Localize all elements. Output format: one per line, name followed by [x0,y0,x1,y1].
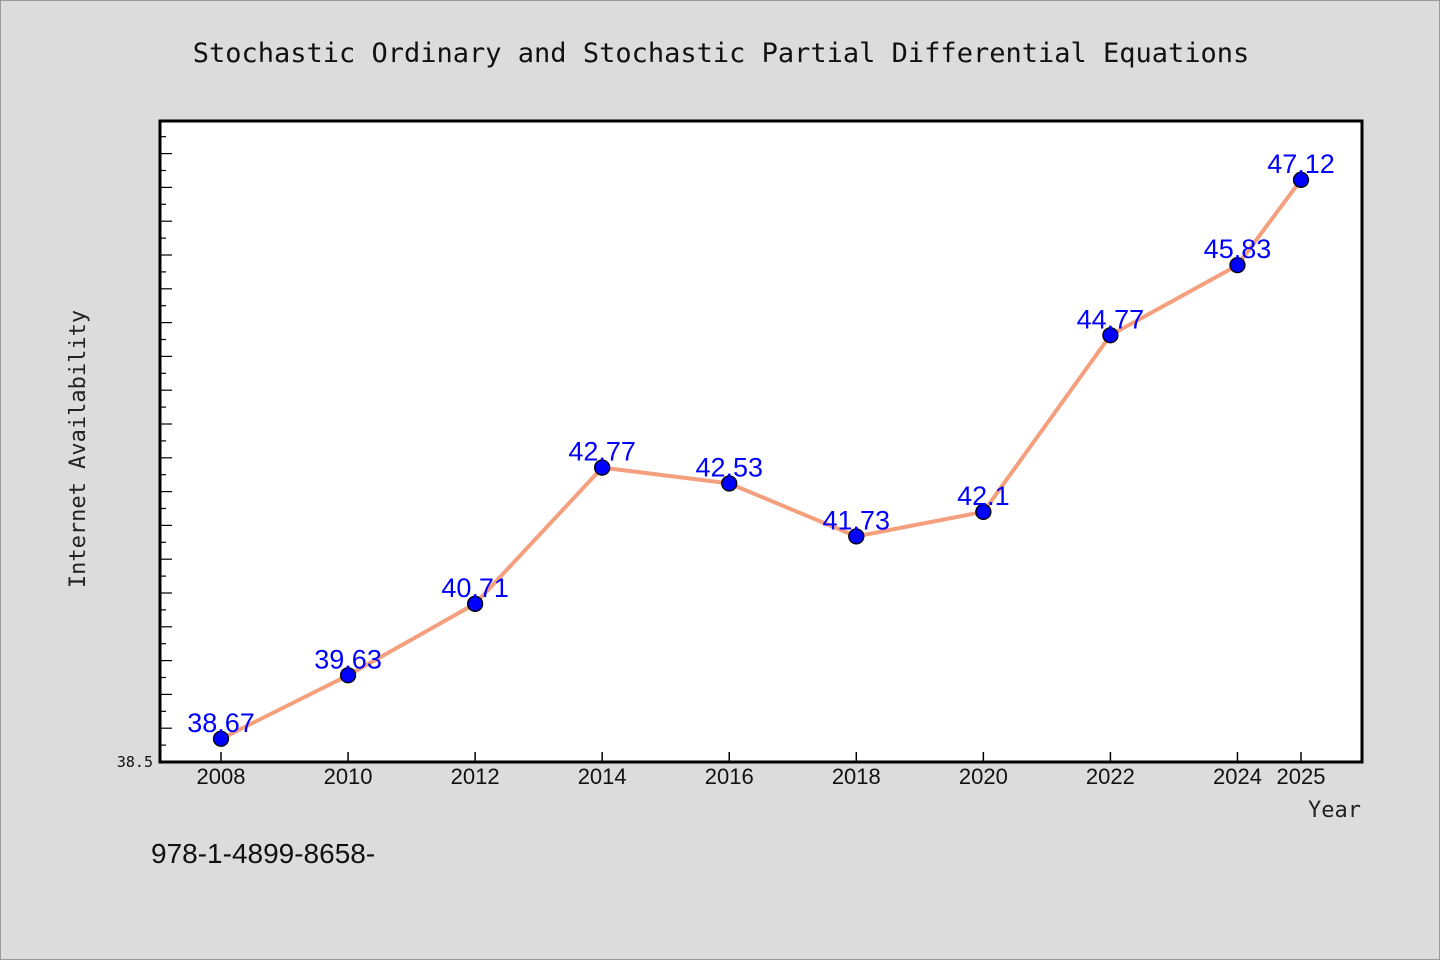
x-tick-label: 2010 [324,764,373,789]
x-tick-label: 2025 [1277,764,1326,789]
data-point [1292,171,1310,188]
data-point [848,528,865,545]
x-axis-ticks: 2008 2010 2012 2014 2016 2018 2020 2022 2024 2025 [197,752,1326,789]
data-point [594,459,611,476]
data-label: 42.53 [695,452,763,482]
series-markers [212,171,1310,747]
data-point [1229,257,1246,274]
x-tick-label: 2012 [451,764,500,789]
data-labels: 38.67 39.63 40.71 42.77 42.53 41.73 42.1 44.77 4… [187,149,1335,738]
data-label: 47.12 [1267,149,1335,179]
y-axis-ticks [160,136,172,763]
x-tick-label: 2022 [1086,764,1135,789]
x-tick-label: 2008 [197,764,246,789]
x-axis-label: Year [1308,798,1361,823]
series-line [219,177,1303,741]
data-label: 44.77 [1077,304,1145,334]
x-tick-label: 2016 [705,764,754,789]
data-point [212,730,230,747]
x-tick-label: 2024 [1213,764,1262,789]
data-label: 42.77 [568,437,636,467]
data-point [466,595,484,612]
plot-area [158,119,1364,764]
x-tick-label: 2014 [578,764,627,789]
isbn-text: 978-1-4899-8658- [151,838,375,869]
data-label: 45.83 [1204,234,1272,264]
x-tick-label: 2020 [959,764,1008,789]
data-label: 42.1 [957,481,1010,511]
data-point [1102,327,1119,344]
data-point [721,475,738,492]
data-label: 38.67 [187,708,255,738]
y-axis-label: Internet Availability [66,310,91,588]
data-label: 40.71 [441,573,509,603]
data-point [975,503,992,521]
y-tick-label-min: 38.5 [117,753,153,771]
data-label: 41.73 [823,505,891,535]
data-label: 39.63 [314,644,382,674]
chart-title: Stochastic Ordinary and Stochastic Parti… [193,38,1250,69]
data-point [339,667,357,684]
x-tick-label: 2018 [832,764,881,789]
